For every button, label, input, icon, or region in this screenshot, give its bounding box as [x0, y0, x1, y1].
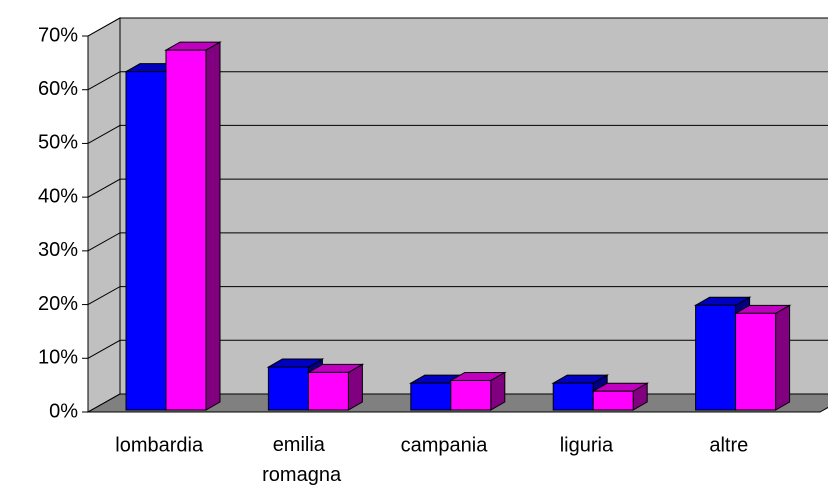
bar-front	[125, 71, 167, 411]
grid-line	[87, 232, 828, 252]
side-wall	[87, 17, 121, 413]
bar-front	[267, 366, 309, 411]
bar-front	[165, 49, 207, 411]
bar	[733, 304, 792, 411]
x-tick-label-line: romagna	[262, 464, 342, 486]
x-tick-label: altre	[709, 434, 748, 456]
bar-front	[552, 382, 594, 411]
grid-line	[87, 178, 828, 198]
bar-side	[775, 304, 791, 411]
x-tick-label-line: emilia	[273, 434, 331, 456]
grid-line	[87, 71, 828, 91]
bar-front	[307, 371, 349, 411]
grid-line	[87, 339, 828, 359]
bar-front	[450, 379, 492, 411]
y-tick-label: 30%	[38, 239, 78, 261]
x-tick-label: liguria	[560, 434, 614, 456]
bar	[164, 41, 222, 411]
y-tick-label: 20%	[38, 293, 78, 315]
bar-front	[410, 382, 452, 411]
bar-front	[735, 312, 777, 411]
grid-line	[87, 124, 828, 144]
bar-front	[592, 390, 634, 411]
y-tick-label: 50%	[38, 132, 78, 154]
y-tick-label: 70%	[38, 24, 78, 46]
y-tick-label: 10%	[38, 347, 78, 369]
x-tick-label: emilia romagna	[262, 434, 342, 486]
bar	[591, 382, 650, 411]
y-tick-label: 60%	[38, 78, 78, 100]
bar	[306, 363, 365, 411]
y-tick-label: 0%	[49, 400, 78, 422]
grid-line	[87, 17, 828, 37]
y-tick-label: 40%	[38, 185, 78, 207]
bar-front	[695, 304, 737, 411]
bar-side	[205, 41, 221, 411]
x-tick-label: campania	[401, 434, 489, 456]
x-tick-label: lombardia	[115, 434, 204, 456]
bar	[448, 371, 507, 411]
grid-line	[87, 286, 828, 306]
